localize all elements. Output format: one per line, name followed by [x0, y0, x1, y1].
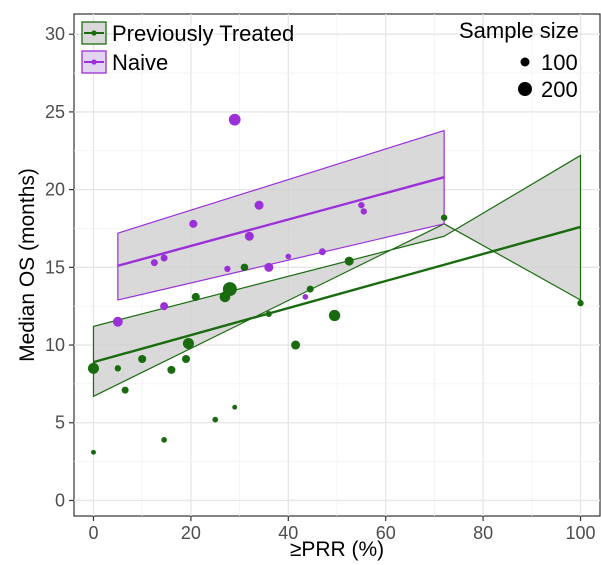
confidence-band-naive [117, 129, 445, 301]
data-point-naive [150, 259, 158, 267]
y-tick-label: 20 [45, 180, 65, 200]
y-axis-title: Median OS (months) [16, 168, 39, 362]
legend-marker-naive [91, 59, 97, 65]
data-point-previously-treated [182, 337, 194, 349]
data-point-naive [264, 262, 274, 272]
x-tick-label: 40 [278, 523, 298, 543]
data-point-naive [228, 113, 241, 126]
data-point-naive [318, 248, 326, 256]
size-legend-label-100: 100 [541, 50, 578, 75]
x-tick-label: 0 [88, 523, 98, 543]
y-tick-label: 15 [45, 257, 65, 277]
data-point-previously-treated [161, 436, 167, 443]
x-tick-label: 80 [473, 523, 493, 543]
legend-label-naive: Naive [112, 50, 168, 75]
legend-marker-previously-treated [91, 30, 97, 36]
data-points [87, 113, 584, 455]
data-point-previously-treated [191, 292, 200, 301]
data-point-previously-treated [121, 386, 129, 394]
fit-lines [93, 176, 581, 364]
y-axis-ticks: 0 5 10 15 20 25 30 [45, 24, 74, 510]
data-point-naive [160, 302, 169, 311]
fit-line-previously-treated [93, 225, 581, 364]
data-point-previously-treated [87, 362, 99, 374]
data-point-previously-treated [138, 355, 147, 364]
data-point-naive [112, 316, 123, 327]
data-point-naive [160, 254, 168, 262]
size-legend: Sample size 100 200 [459, 18, 579, 102]
data-point-naive [285, 253, 292, 260]
data-point-naive [302, 294, 309, 300]
y-tick-label: 0 [55, 490, 65, 510]
data-point-previously-treated [114, 365, 122, 372]
data-point-naive [244, 231, 254, 241]
legend-label-previously-treated: Previously Treated [112, 21, 294, 46]
data-point-naive [189, 219, 198, 228]
size-legend-label-200: 200 [541, 77, 578, 102]
data-point-previously-treated [306, 285, 314, 293]
data-point-previously-treated [167, 365, 176, 374]
size-legend-marker-100 [520, 57, 530, 67]
x-axis-title: ≥PRR (%) [290, 538, 384, 561]
y-tick-label: 10 [45, 335, 65, 355]
y-tick-label: 5 [55, 413, 65, 433]
x-tick-label: 60 [376, 523, 396, 543]
data-point-previously-treated [344, 256, 354, 266]
data-point-naive [254, 200, 264, 210]
fit-line-naive [117, 176, 445, 267]
size-legend-marker-200 [518, 82, 532, 96]
data-point-previously-treated [577, 299, 584, 307]
data-point-previously-treated [265, 310, 272, 317]
data-point-previously-treated [328, 309, 341, 322]
data-point-previously-treated [181, 355, 191, 364]
x-axis-ticks: 0 20 40 60 80 100 [88, 516, 596, 543]
size-legend-title: Sample size [459, 18, 579, 43]
data-point-naive [224, 265, 231, 273]
x-tick-label: 20 [181, 523, 201, 543]
data-point-previously-treated [222, 282, 237, 297]
data-point-previously-treated [91, 449, 96, 455]
y-tick-label: 25 [45, 102, 65, 122]
series-legend: Previously Treated Naive [81, 21, 294, 75]
data-point-previously-treated [440, 214, 448, 221]
data-point-previously-treated [291, 340, 301, 350]
data-point-previously-treated [240, 263, 249, 272]
data-point-naive [360, 208, 367, 215]
x-tick-label: 100 [565, 523, 595, 543]
data-point-previously-treated [232, 404, 238, 410]
y-tick-label: 30 [45, 24, 65, 44]
data-point-naive [358, 201, 365, 209]
data-point-previously-treated [212, 416, 219, 423]
